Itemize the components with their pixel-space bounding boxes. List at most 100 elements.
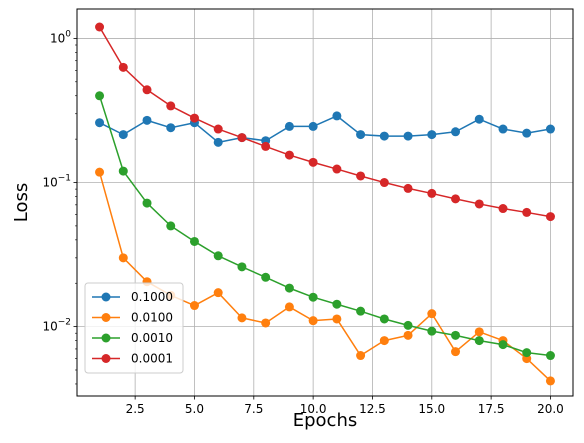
data-point-lr-0-1000 [474, 114, 484, 124]
data-point-lr-0-0010 [237, 262, 247, 272]
y-axis-label: Loss [11, 183, 32, 222]
series-layer [95, 22, 555, 386]
legend: 0.1000 0.0100 0.0010 0.0001 [84, 282, 184, 374]
data-point-lr-0-0010 [474, 336, 484, 346]
data-point-lr-0-1000 [427, 130, 437, 140]
data-point-lr-0-1000 [498, 124, 508, 134]
legend-label-lr-0-1000: 0.1000 [131, 290, 173, 304]
data-point-lr-0-0100 [95, 167, 105, 177]
data-point-lr-0-0001 [451, 194, 461, 204]
data-point-lr-0-0100 [189, 301, 199, 311]
data-point-lr-0-1000 [95, 118, 105, 128]
data-point-lr-0-0100 [403, 330, 413, 340]
data-point-lr-0-0010 [498, 340, 508, 350]
x-tick-label: 5.0 [185, 402, 204, 416]
data-point-lr-0-0001 [118, 62, 128, 72]
data-point-lr-0-1000 [356, 130, 366, 140]
plot-frame [76, 8, 574, 397]
data-point-lr-0-0100 [451, 347, 461, 357]
data-point-lr-0-0100 [237, 313, 247, 323]
data-point-lr-0-0001 [356, 171, 366, 181]
data-point-lr-0-1000 [142, 115, 152, 125]
data-point-lr-0-0100 [427, 309, 437, 319]
data-point-lr-0-0010 [213, 251, 223, 261]
data-point-lr-0-0001 [189, 113, 199, 123]
data-point-lr-0-0100 [332, 314, 342, 324]
data-point-lr-0-0001 [498, 204, 508, 214]
data-point-lr-0-0100 [284, 302, 294, 312]
legend-marker-lr-0-0010 [101, 333, 111, 343]
data-point-lr-0-1000 [166, 123, 176, 133]
data-point-lr-0-0010 [427, 326, 437, 336]
data-point-lr-0-0100 [261, 318, 271, 328]
grid-layer [77, 9, 573, 396]
legend-box [84, 282, 184, 374]
data-point-lr-0-1000 [403, 131, 413, 141]
legend-marker-lr-0-0001 [101, 354, 111, 363]
data-point-lr-0-0001 [213, 124, 223, 134]
data-point-lr-0-0001 [284, 150, 294, 160]
data-point-lr-0-1000 [332, 111, 342, 121]
data-point-lr-0-0010 [142, 198, 152, 208]
data-point-lr-0-0010 [95, 91, 105, 101]
data-point-lr-0-1000 [545, 124, 555, 134]
x-tick-label: 10.0 [300, 402, 327, 416]
tick-layer: 2.5 5.0 7.5 10.0 12.5 15.0 17.5 20.0 10−2 10−1 100 [42, 29, 563, 416]
data-point-lr-0-0010 [522, 348, 532, 358]
data-point-lr-0-0010 [166, 221, 176, 231]
data-point-lr-0-1000 [118, 130, 128, 140]
data-point-lr-0-0010 [403, 320, 413, 330]
x-tick-label: 17.5 [478, 402, 505, 416]
data-point-lr-0-1000 [213, 137, 223, 147]
x-tick-label: 7.5 [244, 402, 263, 416]
data-point-lr-0-0010 [261, 272, 271, 282]
y-tick-label: 10−2 [42, 318, 71, 334]
data-point-lr-0-0100 [118, 253, 128, 263]
data-point-lr-0-0001 [403, 183, 413, 193]
data-point-lr-0-0001 [166, 101, 176, 111]
x-tick-label: 2.5 [126, 402, 145, 416]
legend-label-lr-0-0001: 0.0001 [131, 352, 173, 366]
data-point-lr-0-0001 [332, 164, 342, 174]
data-point-lr-0-0100 [308, 316, 318, 326]
data-point-lr-0-0001 [522, 207, 532, 217]
data-point-lr-0-1000 [308, 121, 318, 131]
data-point-lr-0-0100 [545, 376, 555, 386]
y-tick-label: 100 [50, 29, 71, 45]
data-point-lr-0-0001 [545, 212, 555, 222]
data-point-lr-0-0001 [308, 157, 318, 167]
data-point-lr-0-1000 [284, 121, 294, 131]
data-point-lr-0-0001 [142, 85, 152, 95]
legend-marker-lr-0-1000 [101, 292, 111, 302]
data-point-lr-0-0001 [261, 141, 271, 151]
data-point-lr-0-0100 [356, 351, 366, 361]
data-point-lr-0-1000 [522, 128, 532, 138]
legend-marker-lr-0-0100 [101, 313, 111, 322]
data-point-lr-0-0010 [545, 351, 555, 361]
data-point-lr-0-0001 [379, 178, 389, 188]
data-point-lr-0-0001 [95, 22, 105, 32]
data-point-lr-0-0001 [427, 188, 437, 198]
data-point-lr-0-0010 [189, 236, 199, 246]
data-point-lr-0-0010 [308, 292, 318, 302]
data-point-lr-0-0001 [474, 199, 484, 209]
x-tick-label: 20.0 [537, 402, 564, 416]
y-tick-label: 10−1 [42, 174, 71, 190]
x-tick-label: 15.0 [418, 402, 445, 416]
x-tick-label: 12.5 [359, 402, 386, 416]
data-point-lr-0-0100 [379, 336, 389, 346]
data-point-lr-0-1000 [379, 131, 389, 141]
x-axis-label: Epochs [293, 410, 358, 431]
data-point-lr-0-0010 [332, 299, 342, 309]
data-point-lr-0-0010 [356, 306, 366, 316]
data-point-lr-0-1000 [451, 127, 461, 137]
data-point-lr-0-0100 [474, 327, 484, 337]
data-point-lr-0-0010 [451, 330, 461, 340]
data-point-lr-0-0010 [284, 283, 294, 293]
data-point-lr-0-0001 [237, 133, 247, 143]
data-point-lr-0-0010 [379, 314, 389, 324]
legend-label-lr-0-0010: 0.0010 [131, 331, 173, 345]
data-point-lr-0-0010 [118, 166, 128, 176]
